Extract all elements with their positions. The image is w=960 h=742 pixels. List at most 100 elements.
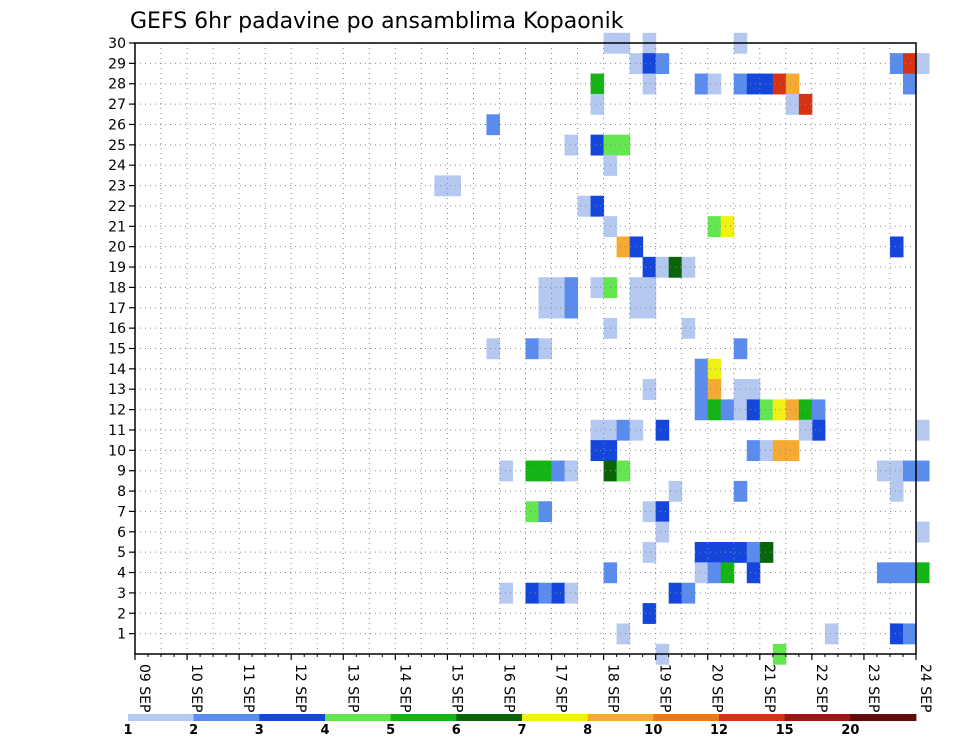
heatmap-cell — [772, 73, 787, 95]
heatmap-cell — [525, 338, 540, 360]
heatmap-cell — [902, 53, 917, 75]
heatmap-cell — [759, 541, 774, 563]
heatmap-cell — [629, 236, 644, 258]
heatmap-cell — [525, 460, 540, 482]
y-tick-label: 6 — [117, 525, 126, 541]
x-tick-label: 23 SEP — [865, 664, 881, 712]
heatmap-cell — [681, 582, 696, 604]
y-tick-label: 4 — [117, 566, 126, 582]
x-tick-label: 13 SEP — [344, 664, 360, 712]
x-tick-label: 20 SEP — [709, 664, 725, 712]
heatmap-cell — [642, 277, 657, 299]
heatmap-cell — [759, 399, 774, 421]
heatmap-cell — [486, 114, 500, 136]
heatmap-cell — [811, 419, 826, 441]
x-tick-label: 17 SEP — [553, 664, 569, 712]
heatmap-cell — [590, 195, 605, 217]
y-tick-label: 22 — [108, 199, 126, 215]
heatmap-cell — [720, 541, 735, 563]
y-tick-label: 29 — [108, 56, 126, 72]
heatmap-cell — [916, 419, 930, 441]
colorbar-label: 12 — [710, 723, 728, 738]
x-tick-label: 15 SEP — [448, 664, 464, 712]
heatmap-cell — [642, 53, 657, 75]
y-tick-label: 25 — [108, 138, 126, 154]
heatmap-cell — [629, 297, 644, 319]
heatmap-cell — [564, 277, 579, 299]
y-tick-label: 19 — [108, 260, 126, 276]
heatmap-cell — [707, 73, 722, 95]
y-tick-label: 23 — [108, 179, 126, 195]
x-tick-label: 12 SEP — [292, 664, 308, 712]
y-tick-label: 2 — [117, 606, 126, 622]
heatmap-cell — [499, 582, 513, 604]
heatmap-cell — [889, 53, 904, 75]
heatmap-cell — [824, 623, 839, 645]
heatmap-cell — [889, 236, 904, 258]
heatmap-cell — [916, 460, 930, 482]
colorbar-label: 15 — [776, 723, 794, 738]
heatmap-cell — [486, 338, 500, 360]
colorbar-segment — [784, 714, 851, 721]
x-axis: 09 SEP 10 SEP 11 SEP 12 SEP 13 SEP 14 SEP 15 S… — [134, 654, 933, 712]
heatmap-cell — [616, 623, 631, 645]
heatmap-cell — [681, 256, 696, 278]
heatmap-cell — [694, 541, 709, 563]
heatmap-cell — [889, 460, 904, 482]
heatmap-cell — [629, 419, 644, 441]
y-tick-label: 14 — [108, 362, 126, 378]
heatmap-cell — [642, 541, 657, 563]
chart-title: GEFS 6hr padavine po ansamblima Kopaonik — [130, 9, 624, 34]
heatmap-cell — [447, 175, 461, 197]
heatmap-cell — [590, 277, 605, 299]
heatmap-cell — [564, 297, 579, 319]
colorbar-segment — [653, 714, 720, 721]
heatmap-cell — [564, 134, 579, 156]
heatmap-cell — [707, 379, 722, 400]
heatmap-cell — [642, 379, 657, 400]
colorbar-segment — [719, 714, 786, 721]
heatmap-cell — [707, 562, 722, 584]
y-tick-label: 26 — [108, 117, 126, 133]
heatmap-cell — [590, 73, 605, 95]
heatmap-cell — [889, 480, 904, 502]
x-tick-label: 16 SEP — [500, 664, 516, 712]
y-tick-label: 16 — [108, 321, 126, 337]
heatmap-cell — [525, 501, 540, 523]
grid-lines — [135, 42, 916, 654]
y-tick-label: 9 — [117, 464, 126, 480]
colorbar-segment — [325, 714, 392, 721]
heatmap-cell — [551, 297, 566, 319]
x-tick-label: 18 SEP — [605, 664, 621, 712]
heatmap-cell — [902, 73, 917, 95]
colorbar-label: 2 — [189, 723, 198, 738]
heatmap-cell — [616, 236, 631, 258]
y-tick-label: 27 — [108, 97, 126, 113]
y-tick-label: 11 — [108, 423, 126, 439]
heatmap-cell — [785, 93, 800, 115]
heatmap-cell — [772, 399, 787, 421]
colorbar-label: 10 — [644, 723, 662, 738]
heatmap-cell — [759, 73, 774, 95]
colorbar-label: 6 — [452, 723, 461, 738]
heatmap-cell — [434, 175, 448, 197]
heatmap-cell — [707, 399, 722, 421]
heatmap-cell — [616, 460, 631, 482]
y-tick-label: 30 — [108, 36, 126, 52]
heatmap-cell — [564, 582, 579, 604]
heatmap-cell — [707, 216, 722, 237]
y-tick-label: 21 — [108, 219, 126, 235]
heatmap-cell — [785, 73, 800, 95]
heatmap-cell — [902, 562, 917, 584]
heatmap-cell — [876, 460, 891, 482]
heatmap-cell — [590, 440, 605, 462]
heatmap-cell — [876, 562, 891, 584]
heatmap-cell — [746, 73, 761, 95]
y-tick-label: 17 — [108, 301, 126, 317]
heatmap-cell — [694, 73, 709, 95]
heatmap-cell — [746, 379, 761, 400]
heatmap-cell — [642, 501, 657, 523]
y-tick-label: 24 — [108, 158, 126, 174]
heatmap-cell — [694, 399, 709, 421]
heatmap-cell — [916, 521, 930, 543]
